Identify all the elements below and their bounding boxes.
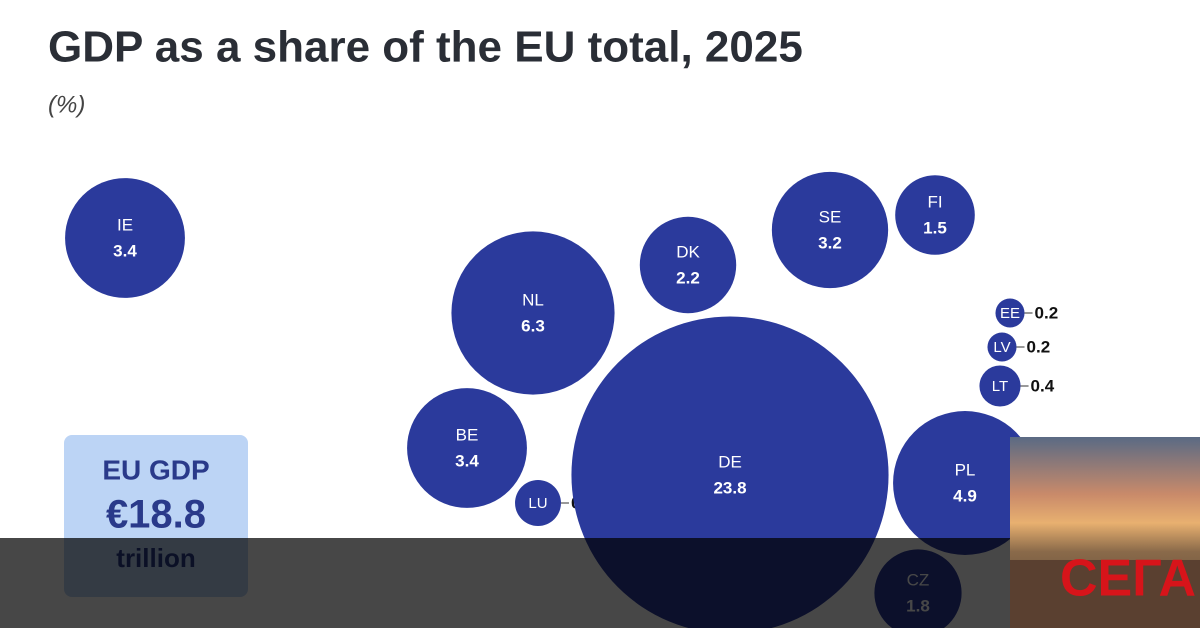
bubble	[771, 171, 889, 289]
bubble-label: IE	[117, 215, 133, 234]
value-label: 1.5	[923, 218, 947, 237]
bubble-label: LT	[992, 378, 1008, 395]
value-label: 0.2	[1035, 303, 1059, 322]
bubble-label: LV	[993, 339, 1010, 356]
total-value: €18.8	[106, 493, 206, 537]
bubble	[639, 216, 737, 314]
photo-roofs	[1010, 560, 1200, 628]
bubble-label: BE	[456, 425, 479, 444]
value-label: 3.4	[113, 241, 137, 260]
value-label: 3.2	[818, 233, 842, 252]
bubble-label: PL	[955, 460, 976, 479]
bubble-label: LU	[528, 495, 547, 512]
chart-title: GDP as a share of the EU total, 2025	[48, 23, 803, 72]
bubble-label: NL	[522, 290, 544, 309]
value-label: 6.3	[521, 316, 545, 335]
overlay-band	[0, 538, 1200, 628]
value-label: 3.4	[455, 451, 479, 470]
bubble	[987, 332, 1017, 362]
value-label: 0.2	[1027, 337, 1051, 356]
bubble-label: EE	[1000, 305, 1020, 322]
bubble-label: DE	[718, 452, 742, 471]
total-label: EU GDP	[102, 454, 209, 485]
value-label: 0.4	[1031, 376, 1055, 395]
bubble	[893, 411, 1037, 555]
bubble-label: FI	[927, 192, 942, 211]
bubble	[979, 365, 1021, 407]
value-label: 4.9	[953, 486, 977, 505]
chart-subtitle: (%)	[48, 91, 85, 118]
bubble	[65, 178, 185, 298]
watermark: СЕГА	[1060, 550, 1196, 608]
value-label: 23.8	[713, 478, 746, 497]
value-label: 2.2	[676, 268, 700, 287]
bubble	[515, 480, 561, 526]
bubble-label: DK	[676, 242, 700, 261]
bubble	[895, 175, 975, 255]
bubble-label: SE	[819, 207, 842, 226]
bubble	[995, 298, 1025, 328]
bubble	[451, 231, 615, 395]
bubble	[407, 388, 527, 508]
